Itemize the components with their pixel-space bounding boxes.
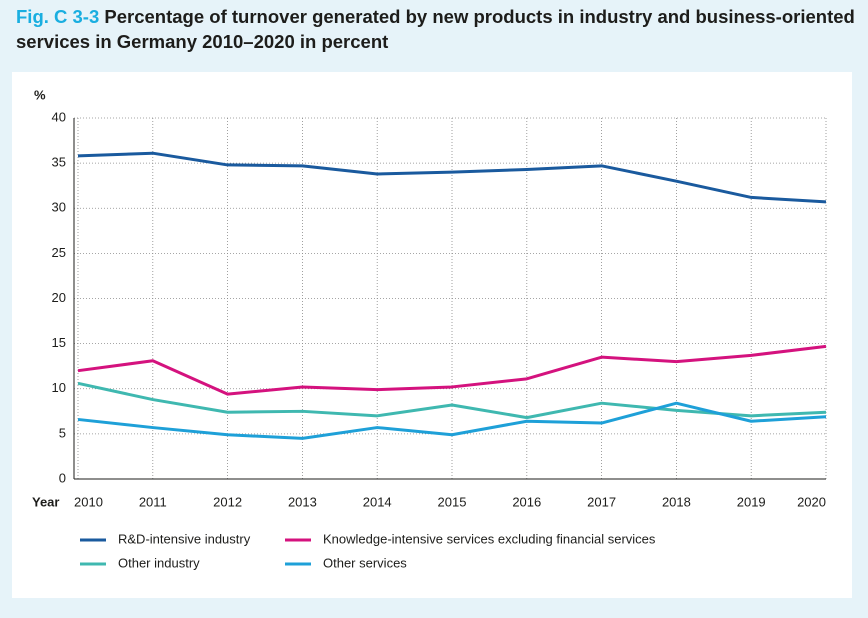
series-line: [77, 401, 827, 440]
x-tick-label: 2012: [213, 494, 242, 509]
x-tick-label: 2010: [74, 494, 103, 509]
y-tick-label: 10: [52, 380, 66, 395]
series-line: [77, 151, 827, 204]
series-line: [77, 344, 827, 396]
x-tick-label: 2018: [662, 494, 691, 509]
y-tick-label: 15: [52, 335, 66, 350]
x-tick-label: 2016: [512, 494, 541, 509]
x-tick-label: 2017: [587, 494, 616, 509]
series-line: [77, 381, 827, 420]
title-text: Percentage of turnover generated by new …: [16, 6, 855, 52]
y-tick-label: 5: [59, 425, 66, 440]
y-tick-label: 25: [52, 245, 66, 260]
chart-title: Fig. C 3-3 Percentage of turnover genera…: [16, 4, 856, 54]
y-axis-label: %: [34, 87, 46, 102]
x-axis-label: Year: [32, 494, 59, 509]
chart-panel: [12, 72, 852, 598]
x-tick-label: 2011: [139, 494, 167, 509]
x-tick-label: 2019: [737, 494, 766, 509]
x-tick-label: 2013: [288, 494, 317, 509]
x-tick-label: 2020: [797, 494, 826, 509]
y-tick-label: 0: [59, 470, 66, 485]
y-tick-label: 20: [52, 290, 66, 305]
y-tick-label: 30: [52, 200, 66, 215]
x-tick-label: 2014: [363, 494, 392, 509]
legend-label: Other industry: [118, 555, 200, 570]
y-tick-label: 35: [52, 155, 66, 170]
x-tick-label: 2015: [438, 494, 467, 509]
legend-label: R&D-intensive industry: [118, 531, 251, 546]
legend-label: Other services: [323, 555, 407, 570]
y-tick-label: 40: [52, 109, 66, 124]
legend-label: Knowledge-intensive services excluding f…: [323, 531, 656, 546]
title-prefix: Fig. C 3-3: [16, 6, 100, 27]
